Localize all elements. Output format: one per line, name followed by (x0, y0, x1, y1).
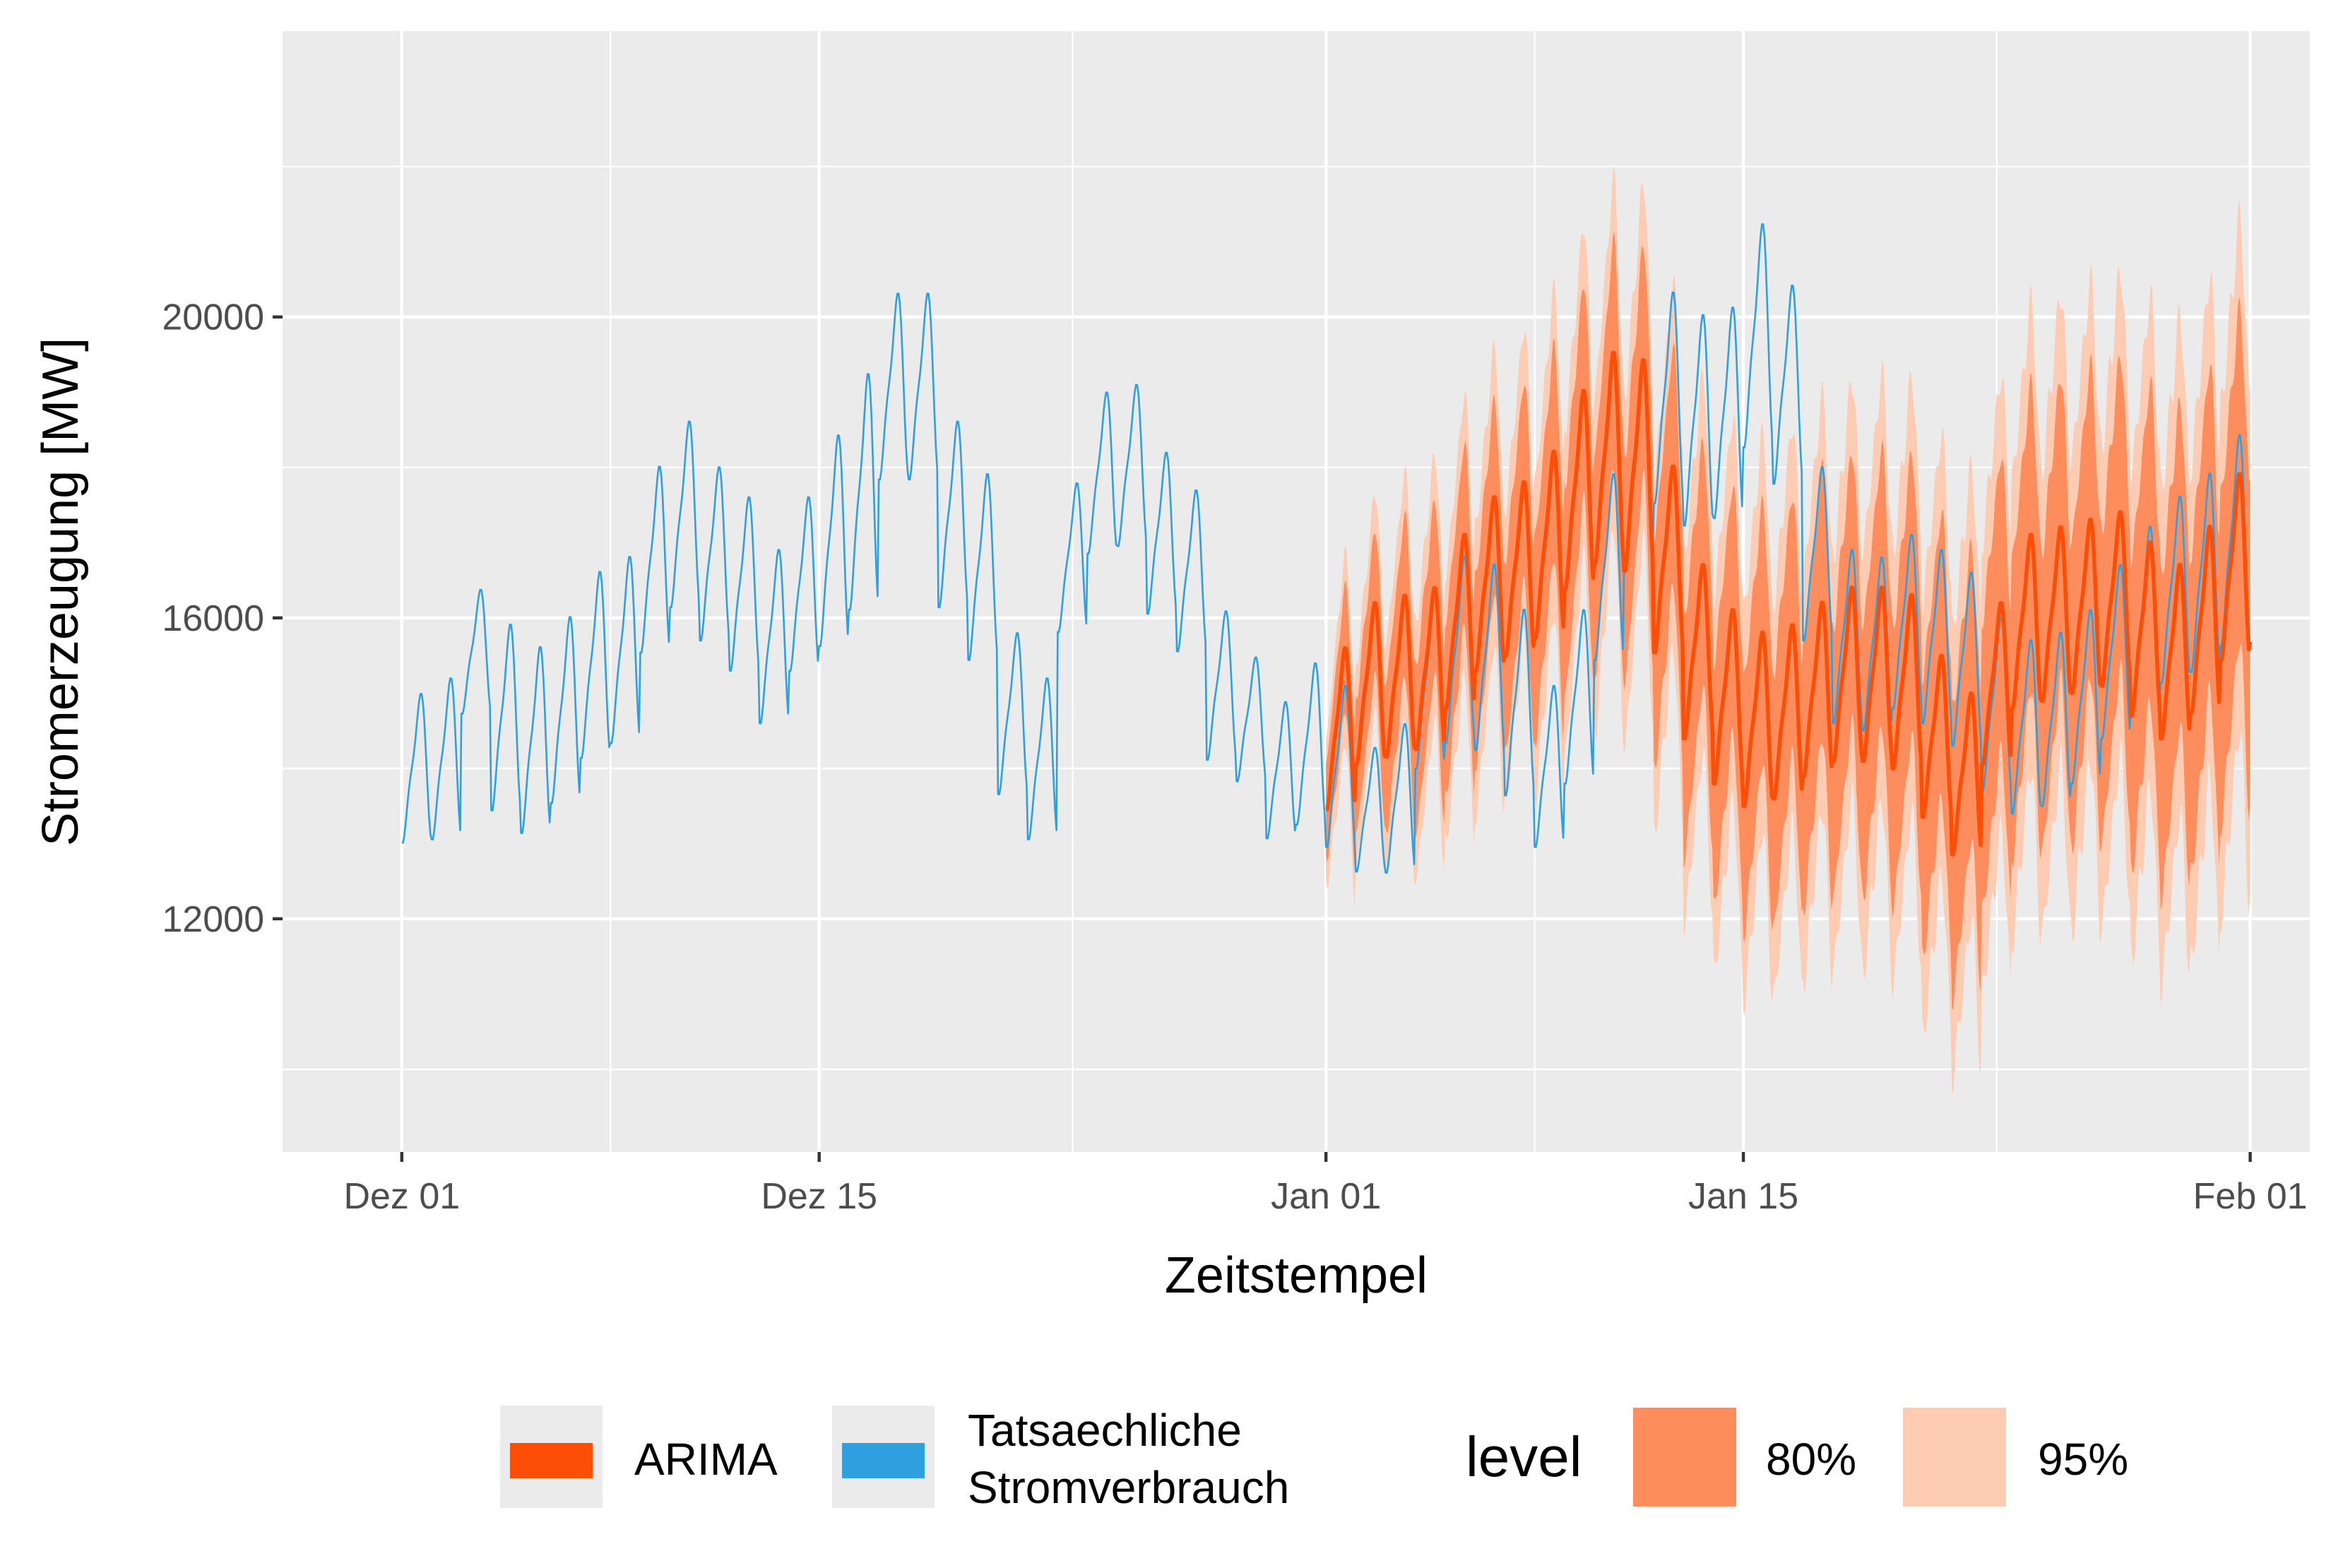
legend-key-95 (1903, 1408, 2006, 1507)
legend-label-95: 95% (2038, 1434, 2128, 1485)
interval-80-area (1326, 231, 2250, 1010)
x-tick-label: Dez 15 (761, 1176, 877, 1217)
y-tick-label: 20000 (162, 297, 264, 338)
legend-key-arima (510, 1443, 593, 1478)
legend-key-80 (1633, 1408, 1736, 1507)
legend-label-actual-line1: Tatsaechliche (968, 1405, 1242, 1456)
x-axis-title: Zeitstempel (1165, 1247, 1428, 1304)
interval-80-band (1326, 231, 2250, 1010)
y-tick-label: 12000 (162, 899, 264, 940)
tick-labels: 12000 16000 20000 Dez 01 Dez 15 Jan 01 Jan 15 F… (162, 297, 2307, 1217)
x-tick-label: Dez 01 (343, 1176, 460, 1217)
legend-label-actual-line2: Stromverbrauch (968, 1462, 1289, 1513)
legend-label-arima: ARIMA (634, 1434, 778, 1485)
axis-ticks (273, 315, 2252, 1162)
actual-series-line (401, 223, 2251, 874)
y-tick-label: 16000 (162, 598, 264, 639)
legend-title-level: level (1466, 1425, 1582, 1488)
x-tick-label: Jan 01 (1271, 1176, 1381, 1217)
y-axis-title: Stromerzeugung [MW] (32, 338, 89, 846)
x-tick-label: Jan 15 (1688, 1176, 1798, 1217)
x-tick-label: Feb 01 (2193, 1176, 2308, 1217)
grid-minor (283, 31, 2310, 1152)
legend-key-actual (842, 1443, 925, 1478)
forecast-line-group (1325, 350, 2253, 857)
forecast-series-line (1325, 350, 2253, 857)
legend-label-80: 80% (1766, 1434, 1856, 1485)
legend: ARIMA Tatsaechliche Stromverbrauch level… (500, 1405, 2128, 1513)
actual-line-group (401, 223, 2251, 874)
